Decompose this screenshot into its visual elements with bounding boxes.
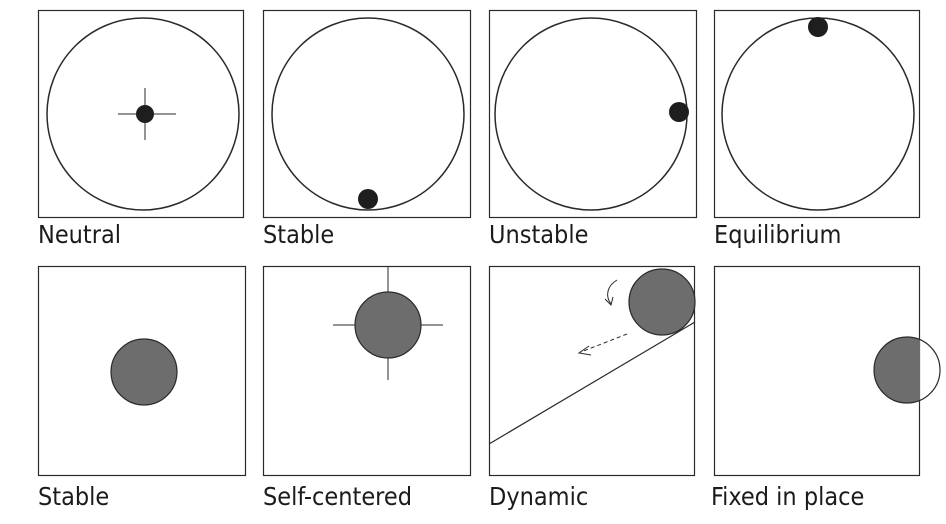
motion-arrow xyxy=(580,333,628,353)
caption-stable-circle: Stable xyxy=(263,220,335,249)
frame xyxy=(713,9,921,219)
caption-stable-square: Stable xyxy=(38,482,110,511)
caption-fixed-in-place: Fixed in place xyxy=(711,482,865,511)
panel-stable-square xyxy=(37,265,247,477)
caption-equilibrium: Equilibrium xyxy=(714,220,842,249)
neutral-figure xyxy=(37,9,245,219)
unstable-figure xyxy=(488,9,698,219)
ramp-line xyxy=(488,321,696,445)
caption-neutral: Neutral xyxy=(38,220,122,249)
panel-neutral xyxy=(37,9,245,219)
frame xyxy=(262,265,472,477)
panel-equilibrium xyxy=(713,9,921,219)
frame xyxy=(37,9,245,219)
dynamic-figure xyxy=(488,265,696,477)
panel-stable-circle xyxy=(262,9,472,219)
outer-circle xyxy=(494,17,688,211)
motion-arrowhead xyxy=(577,345,592,356)
stable-square-figure xyxy=(37,265,247,477)
ball-dot xyxy=(808,17,828,37)
ball-dot xyxy=(136,105,154,123)
caption-self-centered: Self-centered xyxy=(263,482,412,511)
equilibrium-figure xyxy=(713,9,921,219)
panel-dynamic xyxy=(488,265,696,477)
caption-unstable: Unstable xyxy=(489,220,589,249)
ball-dot xyxy=(669,102,689,122)
outer-circle xyxy=(46,17,240,211)
fixed-in-place-figure xyxy=(713,265,941,477)
outer-circle xyxy=(271,17,465,211)
outer-circle xyxy=(721,17,915,211)
frame xyxy=(37,265,247,477)
shaded-ball xyxy=(110,338,178,406)
panel-fixed-in-place xyxy=(713,265,941,477)
panel-unstable xyxy=(488,9,698,219)
rotation-arrowhead xyxy=(604,296,614,306)
ball-outline xyxy=(873,336,941,404)
self-centered-figure xyxy=(262,265,472,477)
stable-circle-figure xyxy=(262,9,472,219)
panel-self-centered xyxy=(262,265,472,477)
frame xyxy=(488,265,696,477)
shaded-ball xyxy=(628,268,696,336)
ball-dot xyxy=(358,189,378,209)
frame xyxy=(488,9,698,219)
caption-dynamic: Dynamic xyxy=(489,482,589,511)
rotation-arrow xyxy=(607,279,618,305)
shaded-ball xyxy=(354,291,422,359)
shaded-ball xyxy=(874,337,920,403)
frame xyxy=(262,9,472,219)
